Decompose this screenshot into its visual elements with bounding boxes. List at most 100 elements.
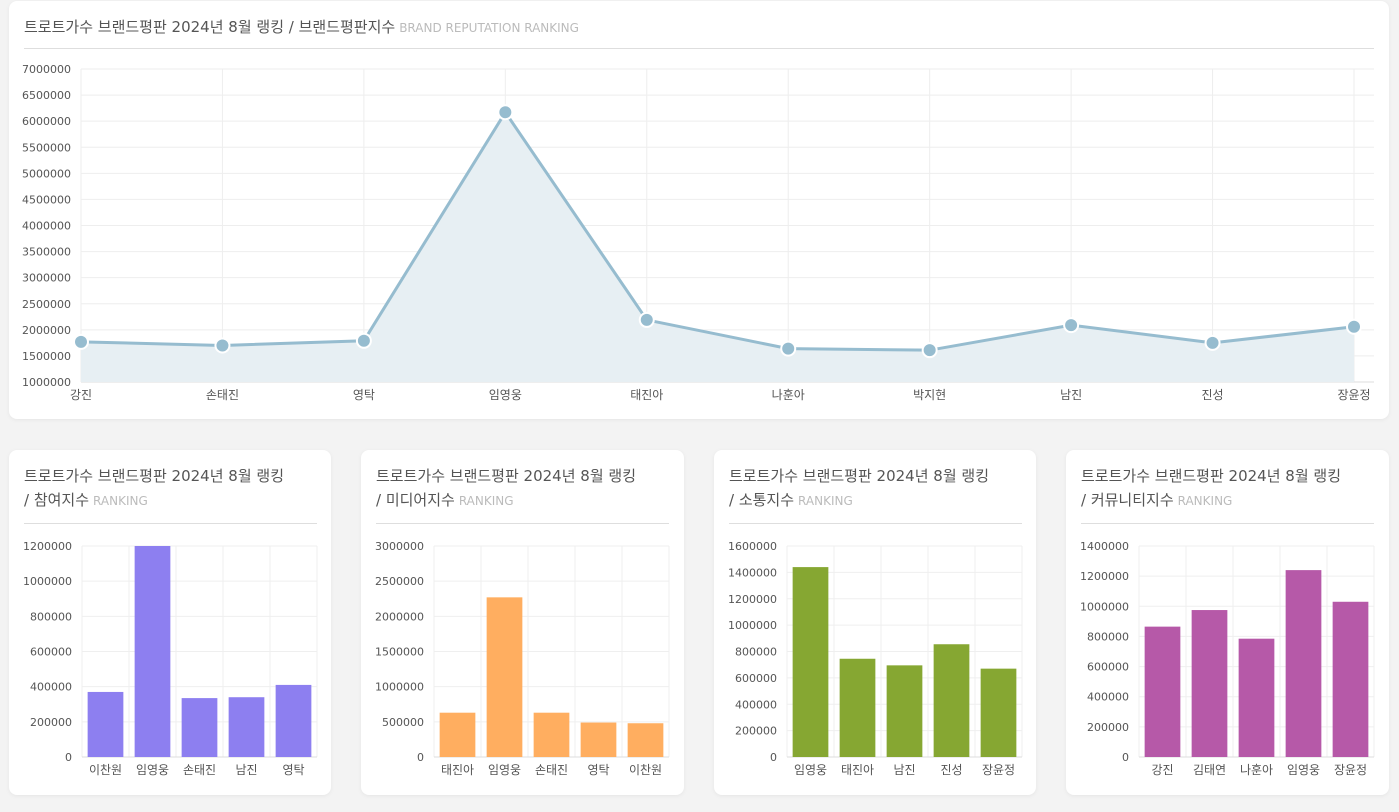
y-tick-label: 1400000 — [1080, 540, 1129, 553]
series-area-fill — [81, 112, 1354, 382]
community-bar-chart: 0 200000 400000 600000 800000 1000000 1200000 1… — [1080, 540, 1375, 777]
x-tick-label: 손태진 — [206, 388, 239, 402]
x-tick-label: 김태연 — [1193, 763, 1226, 777]
y-tick-label: 3000000 — [375, 540, 424, 553]
x-tick-label: 태진아 — [441, 763, 474, 777]
x-tick-label: 장윤정 — [1334, 763, 1367, 777]
bar — [580, 722, 617, 757]
x-tick-label: 태진아 — [841, 763, 874, 777]
main-title-divider — [24, 48, 1374, 49]
y-tick-label: 5500000 — [22, 141, 71, 154]
bar — [87, 691, 124, 757]
participation-title-line2: / 참여지수 — [24, 491, 90, 509]
communication-chart-card: 트로트가수 브랜드평판 2024년 8월 랭킹 / 소통지수 RANKING 0 2… — [714, 450, 1036, 795]
y-tick-label: 1000000 — [23, 575, 72, 588]
communication-chart-title: 트로트가수 브랜드평판 2024년 8월 랭킹 / 소통지수 RANKING — [729, 464, 989, 513]
participation-chart-title: 트로트가수 브랜드평판 2024년 8월 랭킹 / 참여지수 RANKING — [24, 464, 284, 513]
y-tick-label: 3000000 — [22, 272, 71, 285]
main-subtitle-text: BRAND REPUTATION RANKING — [399, 21, 579, 35]
communication-title-divider — [729, 523, 1022, 524]
y-tick-label: 1000000 — [1080, 600, 1129, 613]
communication-subtitle: RANKING — [798, 494, 853, 508]
x-tick-label: 임영웅 — [794, 763, 827, 777]
bar — [134, 546, 171, 757]
y-tick-label: 1500000 — [375, 646, 424, 659]
y-tick-label: 1200000 — [728, 593, 777, 606]
y-tick-label: 400000 — [1087, 691, 1129, 704]
x-tick-label: 진성 — [1202, 388, 1224, 402]
participation-bar-chart: 0 200000 400000 600000 800000 1000000 1200000 이… — [23, 540, 318, 777]
y-tick-label: 200000 — [735, 725, 777, 738]
bar — [181, 698, 218, 757]
x-tick-label: 강진 — [70, 388, 92, 402]
y-tick-label: 3500000 — [22, 246, 71, 259]
x-tick-label: 박지현 — [913, 388, 946, 402]
x-tick-label: 임영웅 — [1287, 763, 1320, 777]
x-tick-label: 임영웅 — [488, 763, 521, 777]
x-tick-label: 임영웅 — [489, 388, 522, 402]
y-tick-label: 0 — [770, 751, 777, 764]
x-tick-label: 나훈아 — [1240, 763, 1273, 777]
y-tick-label: 5000000 — [22, 167, 71, 180]
series-line — [80, 109, 1355, 352]
y-tick-label: 2000000 — [375, 610, 424, 623]
media-chart-card: 트로트가수 브랜드평판 2024년 8월 랭킹 / 미디어지수 RANKING 0… — [361, 450, 684, 795]
x-tick-label: 나훈아 — [772, 388, 805, 402]
media-title-divider — [376, 523, 669, 524]
y-tick-label: 1000000 — [22, 376, 71, 389]
y-tick-label: 800000 — [30, 610, 72, 623]
main-chart-title: 트로트가수 브랜드평판 2024년 8월 랭킹 / 브랜드평판지수 BRAND R… — [24, 15, 579, 40]
bar — [1332, 601, 1369, 757]
x-tick-label: 남진 — [1060, 388, 1082, 402]
y-tick-label: 200000 — [1087, 721, 1129, 734]
data-point — [497, 104, 514, 121]
x-tick-label: 태진아 — [630, 388, 663, 402]
x-tick-label: 남진 — [235, 763, 257, 777]
x-tick-label: 손태진 — [183, 763, 216, 777]
main-chart-card: 트로트가수 브랜드평판 2024년 8월 랭킹 / 브랜드평판지수 BRAND R… — [9, 1, 1389, 419]
bar — [627, 723, 664, 757]
community-title-divider — [1081, 523, 1374, 524]
media-title-line1: 트로트가수 브랜드평판 2024년 8월 랭킹 — [376, 467, 636, 485]
y-tick-label: 600000 — [735, 672, 777, 685]
y-tick-label: 400000 — [735, 698, 777, 711]
x-tick-label: 이찬원 — [629, 762, 662, 777]
x-tick-label: 손태진 — [535, 763, 568, 777]
data-point — [1346, 318, 1362, 335]
data-point — [73, 333, 89, 350]
x-tick-label: 영탁 — [282, 763, 304, 777]
x-tick-label: 이찬원 — [89, 762, 122, 777]
participation-title-line1: 트로트가수 브랜드평판 2024년 8월 랭킹 — [24, 467, 284, 485]
y-tick-label: 1400000 — [728, 566, 777, 579]
y-tick-label: 4000000 — [22, 220, 71, 233]
bar — [886, 665, 923, 757]
data-point — [1204, 334, 1221, 351]
data-point — [780, 340, 797, 357]
brand-reputation-area-chart: 1000000 1500000 2000000 2500000 3000000 35000… — [22, 63, 1374, 402]
bar — [486, 597, 523, 757]
media-chart-title: 트로트가수 브랜드평판 2024년 8월 랭킹 / 미디어지수 RANKING — [376, 464, 636, 513]
bar — [275, 684, 312, 757]
y-tick-label: 6000000 — [22, 115, 71, 128]
y-tick-label: 4500000 — [22, 193, 71, 206]
y-tick-label: 0 — [417, 751, 424, 764]
x-tick-label: 임영웅 — [136, 763, 169, 777]
bar — [439, 712, 476, 757]
y-tick-label: 800000 — [1087, 630, 1129, 643]
main-title-text: 트로트가수 브랜드평판 2024년 8월 랭킹 / 브랜드평판지수 — [24, 18, 396, 36]
y-tick-label: 1000000 — [375, 681, 424, 694]
bar — [792, 567, 829, 757]
participation-title-divider — [24, 523, 317, 524]
bar — [1144, 626, 1181, 757]
x-tick-label: 남진 — [893, 763, 915, 777]
x-tick-label: 영탁 — [587, 763, 609, 777]
media-title-line2: / 미디어지수 — [376, 491, 455, 509]
data-point — [921, 342, 938, 359]
media-bar-chart: 0 500000 1000000 1500000 2000000 2500000 30000… — [375, 540, 670, 777]
communication-bar-chart: 0 200000 400000 600000 800000 1000000 1200000 1… — [728, 540, 1023, 777]
bar — [533, 712, 570, 757]
y-tick-label: 500000 — [382, 716, 424, 729]
bar — [1191, 610, 1228, 757]
y-tick-label: 800000 — [735, 646, 777, 659]
data-point — [355, 332, 372, 349]
